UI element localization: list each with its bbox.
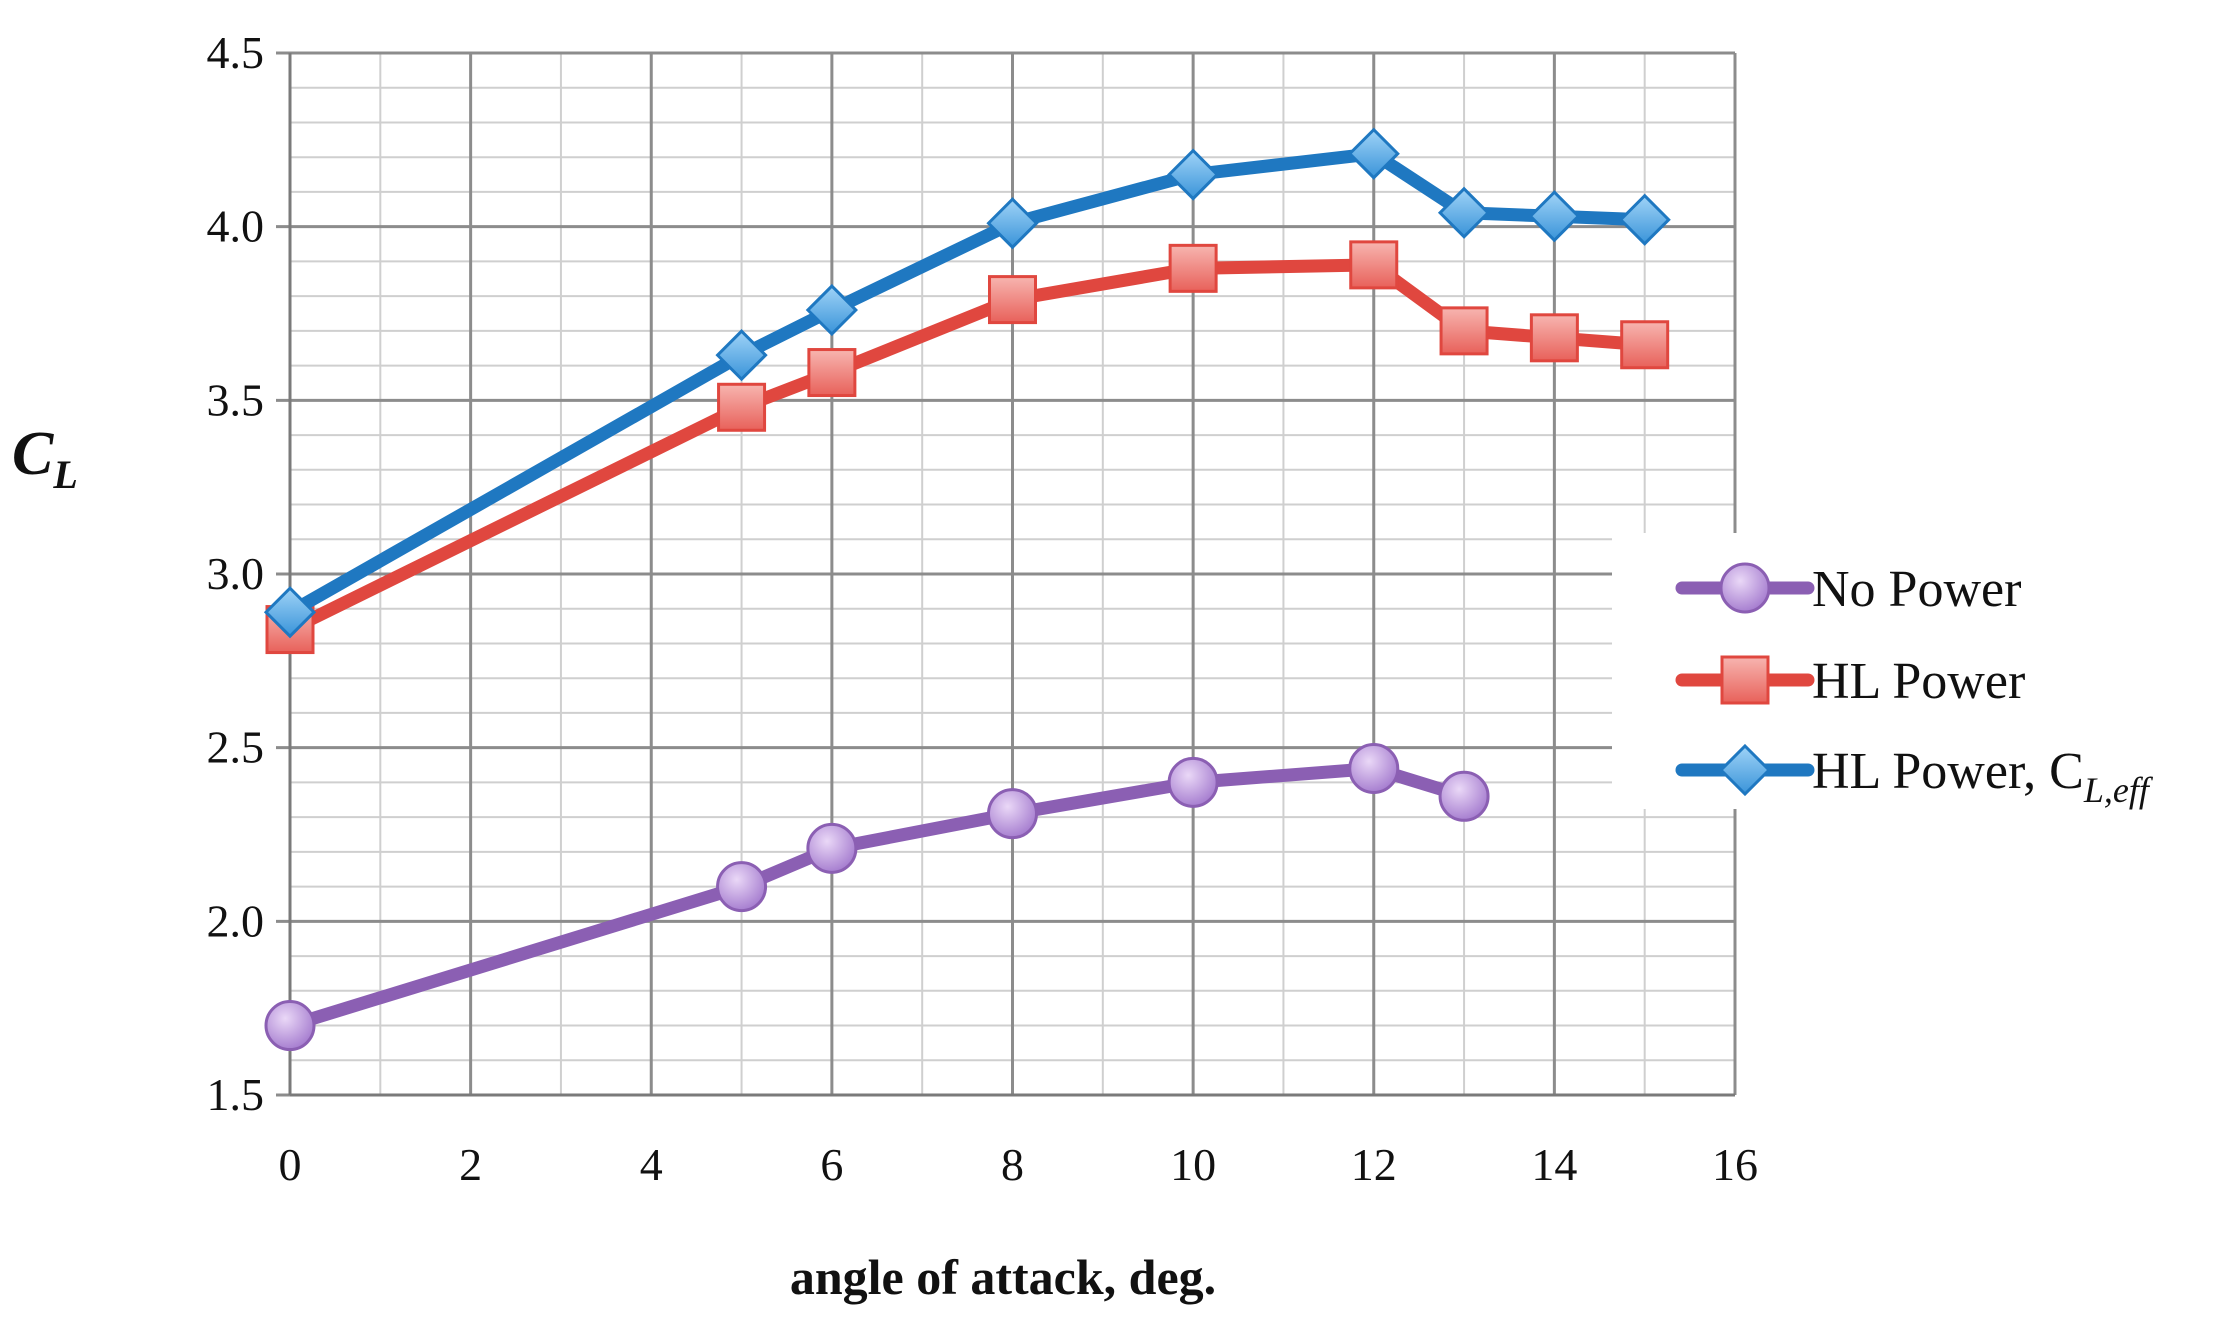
legend-entry-0: No Power — [1675, 561, 2021, 618]
tick-labels: 1.5 2.0 2.5 3.0 3.5 4.0 4.5 0 2 4 6 8 10 12 14 16 — [207, 27, 1759, 1190]
y-tick-label: 4.0 — [207, 201, 265, 252]
data-point — [1438, 770, 1490, 822]
legend-label: HL Power, CL,eff — [1812, 743, 2154, 810]
series-line — [283, 762, 1471, 1033]
data-point — [1529, 313, 1579, 363]
y-tick-label: 1.5 — [207, 1069, 265, 1120]
data-point — [987, 788, 1038, 840]
data-point — [986, 197, 1039, 250]
x-axis-title: angle of attack, deg. — [790, 1249, 1216, 1305]
svg-text:CL: CL — [12, 420, 78, 497]
data-point — [1167, 148, 1220, 201]
data-point — [1528, 190, 1581, 243]
legend-marker — [1719, 562, 1771, 614]
y-tick-label: 3.5 — [207, 374, 265, 425]
data-point — [807, 348, 857, 398]
x-tick-label: 8 — [1001, 1139, 1024, 1190]
y-tick-label: 4.5 — [207, 27, 265, 78]
data-point — [1167, 756, 1219, 808]
x-tick-label: 0 — [279, 1139, 302, 1190]
data-point — [716, 861, 768, 913]
y-tick-label: 3.0 — [207, 548, 265, 599]
legend-label-main: No Power — [1812, 561, 2021, 618]
data-point — [717, 382, 767, 432]
data-point — [1618, 193, 1671, 246]
x-tick-label: 2 — [459, 1139, 482, 1190]
data-point — [264, 1000, 316, 1052]
series-2 — [263, 127, 1671, 639]
legend-label-sub: L,eff — [2083, 770, 2154, 810]
y-tick-label: 2.5 — [207, 722, 265, 773]
x-tick-label: 10 — [1170, 1139, 1216, 1190]
data-point — [1620, 320, 1670, 370]
legend: No Power HL Power HL Power, CL,eff — [1612, 533, 2212, 810]
data-point — [1437, 186, 1491, 239]
series-layer — [263, 127, 1671, 1052]
data-point — [1439, 306, 1489, 356]
x-tick-label: 12 — [1351, 1139, 1397, 1190]
series-line — [283, 147, 1652, 619]
data-point — [715, 329, 768, 382]
series-0 — [264, 743, 1490, 1052]
legend-box — [1612, 533, 2212, 809]
data-point — [988, 275, 1037, 325]
legend-marker — [1718, 743, 1772, 797]
y-axis-title: CL — [12, 420, 78, 497]
data-point — [1348, 743, 1400, 795]
legend-label: No Power — [1812, 561, 2021, 618]
data-point — [1347, 127, 1400, 180]
data-point — [1349, 240, 1399, 290]
legend-label-main: HL Power — [1812, 653, 2025, 710]
legend-label-main: HL Power, C — [1812, 743, 2084, 800]
data-point — [805, 283, 858, 337]
legend-entry-1: HL Power — [1675, 653, 2025, 710]
x-tick-label: 14 — [1531, 1139, 1577, 1190]
legend-entry-2: HL Power, CL,eff — [1675, 743, 2154, 810]
y-axis-title-main: C — [12, 420, 54, 488]
x-tick-label: 6 — [820, 1139, 843, 1190]
data-point — [806, 822, 858, 874]
legend-label: HL Power — [1812, 653, 2025, 710]
x-tick-label: 4 — [640, 1139, 663, 1190]
data-point — [1168, 243, 1218, 293]
x-tick-label: 16 — [1712, 1139, 1758, 1190]
data-point — [263, 586, 317, 639]
y-tick-label: 2.0 — [207, 895, 265, 946]
axes — [288, 53, 1735, 1097]
legend-marker — [1720, 655, 1770, 705]
y-axis-title-sub: L — [52, 452, 77, 497]
series-1 — [265, 240, 1670, 655]
